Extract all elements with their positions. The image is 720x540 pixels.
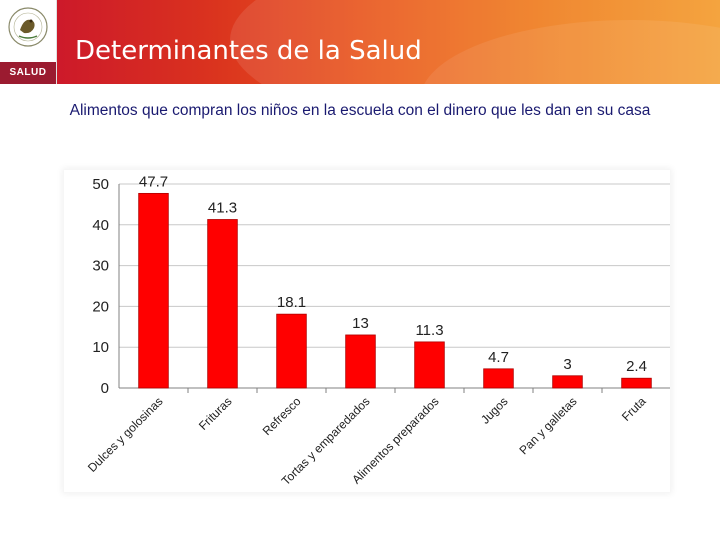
x-tick-label: Refresco: [260, 394, 304, 438]
bar: [552, 375, 583, 389]
page-title: Determinantes de la Salud: [75, 36, 422, 66]
data-label: 47.7: [139, 173, 168, 190]
y-tick-label: 20: [92, 298, 109, 315]
header-banner: SALUD Determinantes de la Salud: [0, 0, 720, 84]
bar: [483, 368, 514, 389]
bar: [207, 219, 238, 389]
x-tick-label: Jugos: [478, 394, 511, 427]
logo-label: SALUD: [0, 62, 56, 84]
y-tick-label: 10: [92, 339, 109, 356]
x-tick-label: Dulces y golosinas: [85, 394, 166, 475]
bar: [138, 192, 169, 389]
bar: [276, 313, 307, 389]
bar: [621, 377, 652, 389]
y-tick-label: 30: [92, 258, 109, 275]
x-tick-label: Fruta: [619, 394, 649, 424]
chart-frame: 0 10 20 30 40 50 47.7 Dulces y golosinas 41.3 Fri…: [64, 170, 670, 492]
x-tick-label: Pan y galletas: [516, 394, 579, 457]
bar: [345, 334, 376, 389]
mexico-emblem-icon: [8, 7, 48, 47]
data-label: 11.3: [415, 322, 443, 339]
y-tick-label: 40: [92, 217, 109, 234]
salud-logo: SALUD: [0, 0, 57, 84]
x-tick-label: Frituras: [196, 394, 235, 433]
data-label: 2.4: [626, 358, 647, 375]
y-tick-label: 0: [101, 380, 109, 397]
data-label: 3: [563, 356, 571, 373]
data-label: 13: [352, 315, 369, 332]
data-label: 18.1: [277, 294, 306, 311]
chart-subtitle: Alimentos que compran los niños en la es…: [69, 102, 651, 119]
y-tick-label: 50: [92, 176, 109, 193]
bar-chart: 0 10 20 30 40 50 47.7 Dulces y golosinas 41.3 Fri…: [85, 173, 670, 488]
bar: [414, 341, 445, 389]
data-label: 41.3: [208, 199, 237, 216]
data-label: 4.7: [488, 349, 509, 366]
header-swoosh: [230, 0, 720, 84]
